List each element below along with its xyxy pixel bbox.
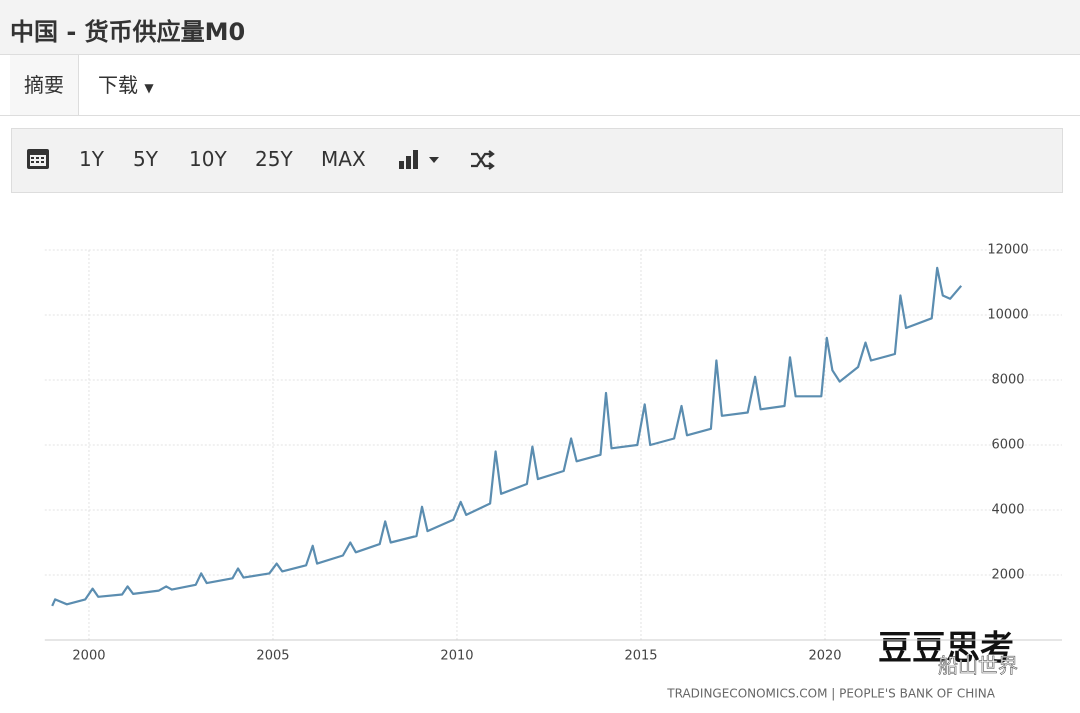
- tab[interactable]: 摘要: [10, 55, 79, 115]
- calendar-icon[interactable]: [24, 145, 54, 175]
- watermark: 豆豆思考: [878, 629, 1014, 669]
- x-tick-label: 2020: [808, 649, 841, 664]
- page-title: 中国 - 货币供应量M0: [10, 18, 246, 46]
- range-button[interactable]: 5Y: [133, 147, 158, 171]
- line: [51, 266, 963, 607]
- tabs: 摘要 下载 ▼: [0, 55, 1080, 116]
- x-tick-label: 2005: [256, 649, 289, 664]
- range-button[interactable]: 25Y: [255, 147, 293, 171]
- header: 中国 - 货币供应量M0: [0, 0, 1080, 55]
- y-tick-label: 8000: [991, 373, 1024, 388]
- range-button[interactable]: 1Y: [79, 147, 104, 171]
- y-tick-label: 6000: [991, 438, 1024, 453]
- y-tick-label: 10000: [987, 308, 1028, 323]
- y-tick-label: 4000: [991, 503, 1024, 518]
- x-tick-label: 2010: [440, 649, 473, 664]
- range-button[interactable]: 10Y: [189, 147, 227, 171]
- y-tick-label: 12000: [987, 243, 1028, 258]
- x-tick-label: 2000: [72, 649, 105, 664]
- x-tick-label: 2015: [624, 649, 657, 664]
- toolbar: 1Y 5Y 10Y 25Y MAX: [11, 128, 1063, 193]
- source: TRADINGECONOMICS.COM | PEOPLE'S BANK OF …: [666, 687, 996, 701]
- tab[interactable]: 下载 ▼: [98, 73, 154, 97]
- shuffle-icon[interactable]: [468, 145, 498, 175]
- range-button[interactable]: MAX: [321, 147, 366, 171]
- tab-label: 下载: [98, 73, 138, 97]
- watermark: 船山世界: [938, 654, 1018, 678]
- chart-type-icon[interactable]: [396, 145, 446, 175]
- y-tick-label: 2000: [991, 568, 1024, 583]
